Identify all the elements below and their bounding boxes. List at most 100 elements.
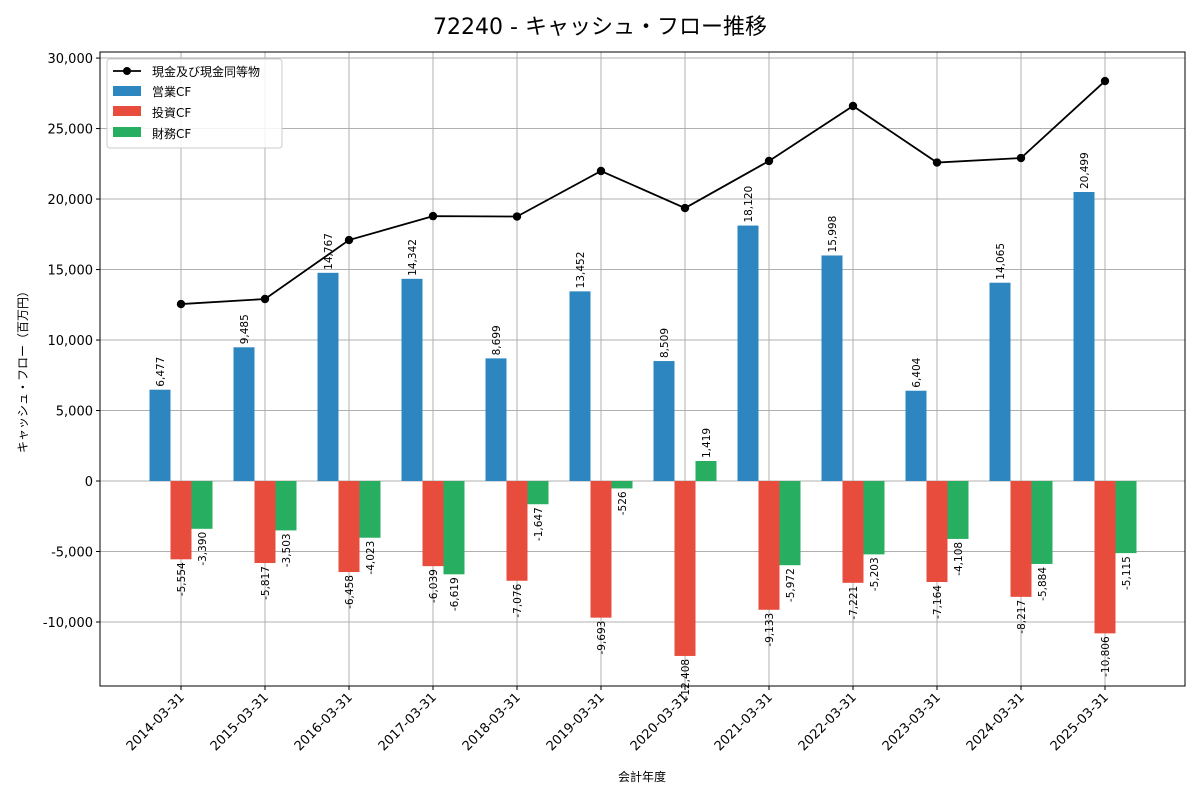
x-tick-label: 2021-03-31 [712, 690, 776, 754]
x-tick-label: 2025-03-31 [1048, 690, 1112, 754]
bar-value-label: 8,509 [659, 328, 671, 358]
operating-cf-bar [905, 390, 927, 482]
bar-value-label: -8,217 [1016, 600, 1028, 634]
x-tick-label: 2023-03-31 [880, 690, 944, 754]
operating-cf-bar [653, 361, 675, 482]
bar-value-label: -6,039 [428, 569, 440, 603]
legend-line-marker [123, 67, 131, 75]
cash-line [176, 76, 1110, 309]
bar-value-label: 14,065 [995, 243, 1007, 280]
cash-equivalents-point [176, 299, 186, 309]
legend-label-operating: 営業CF [152, 85, 191, 99]
investing-cf-bar [338, 481, 360, 573]
bar-value-label: 14,767 [323, 233, 335, 270]
cash-equivalents-point [848, 101, 858, 111]
x-tick-label: 2019-03-31 [544, 690, 608, 754]
bar-value-label: -10,806 [1100, 636, 1112, 677]
investing-cf-bar [842, 481, 864, 583]
cash-equivalents-point [932, 158, 942, 167]
y-tick-label: 5,000 [56, 405, 93, 420]
financing-cf-bar [359, 481, 381, 538]
bar-value-label: 8,699 [491, 325, 503, 355]
bar-value-label: 6,404 [911, 357, 923, 387]
bar-value-label: -12,408 [680, 659, 692, 700]
x-tick-label: 2018-03-31 [460, 690, 524, 754]
operating-cf-bar [317, 272, 339, 482]
operating-cf-bar [569, 291, 591, 482]
financing-cf-bar [779, 481, 801, 566]
cash-equivalents-point [1100, 76, 1110, 86]
bar-value-label: -6,619 [449, 577, 461, 611]
investing-cf-bar [926, 481, 948, 583]
bar-value-label: -5,884 [1037, 567, 1049, 601]
bar-value-label: -5,972 [785, 568, 797, 602]
bar-value-label: -5,203 [869, 557, 881, 591]
cash-equivalents-point [596, 166, 606, 176]
bar-value-label: -526 [617, 491, 629, 515]
bar-value-label: 13,452 [575, 252, 587, 289]
y-tick-label: 15,000 [48, 264, 94, 279]
bar-value-label: 9,485 [239, 314, 251, 344]
investing-cf-bar [758, 481, 780, 610]
cash-equivalents-line [180, 80, 1106, 305]
financing-cf-bar [191, 481, 213, 529]
y-tick-label: 20,000 [48, 193, 94, 208]
cash-equivalents-point [680, 203, 690, 213]
bar-value-label: 18,120 [743, 186, 755, 223]
bar-value-label: 14,342 [407, 239, 419, 276]
bar-value-label: -7,221 [848, 586, 860, 620]
cash-equivalents-point [428, 211, 438, 221]
bar-value-label: -9,693 [596, 621, 608, 655]
cash-equivalents-point [1016, 153, 1026, 163]
operating-cf-bar [989, 282, 1011, 482]
bar-value-label: 20,499 [1079, 152, 1091, 189]
financing-cf-bar [695, 461, 717, 482]
bar-value-label: -7,076 [512, 583, 524, 617]
investing-cf-bar [254, 481, 276, 564]
y-axis-label: キャッシュ・フロー（百万円） [16, 285, 30, 453]
investing-cf-bar [170, 481, 192, 560]
financing-cf-bar [947, 481, 969, 539]
x-tick-label: 2015-03-31 [208, 690, 272, 754]
investing-cf-bar [422, 481, 444, 567]
y-tick-label: 10,000 [48, 334, 94, 349]
legend-swatch-financing [113, 127, 141, 137]
bar-value-label: -5,115 [1121, 556, 1133, 590]
investing-cf-bar [1010, 481, 1032, 597]
data-labels: 6,477 9,485 14,767 14,342 8,699 13,452 8,509 18… [155, 152, 1133, 699]
bar-value-label: 15,998 [827, 216, 839, 253]
operating-cf-bar [485, 358, 507, 482]
cash-equivalents-point [344, 235, 354, 245]
legend-label-cash: 現金及び現金同等物 [152, 64, 260, 79]
operating-cf-bar [401, 278, 423, 482]
legend: 現金及び現金同等物 営業CF 投資CF 財務CF [106, 58, 283, 149]
operating-cf-bar [233, 347, 255, 482]
financing-cf-bar [863, 481, 885, 555]
bar-value-label: -3,503 [281, 533, 293, 567]
operating-cf-bar [149, 389, 171, 482]
bar-value-label: -1,647 [533, 507, 545, 541]
operating-cf-bar [1073, 192, 1095, 482]
financing-cf-bar [1115, 481, 1137, 554]
financing-cf-bar [443, 481, 465, 575]
cash-equivalents-point [260, 294, 270, 304]
x-tick-label: 2024-03-31 [964, 690, 1028, 754]
bar-value-label: -6,458 [344, 575, 356, 609]
bar-value-label: 1,419 [701, 428, 713, 458]
legend-label-investing: 投資CF [152, 105, 191, 120]
financing-cf-bar [527, 481, 549, 505]
plot-frame [99, 51, 1186, 687]
y-tick-label: 30,000 [48, 52, 94, 67]
x-tick-label: 2016-03-31 [292, 690, 356, 754]
bar-value-label: -3,390 [197, 532, 209, 566]
y-tick-label: 25,000 [48, 123, 94, 138]
financing-cf-bar [611, 481, 633, 489]
chart-title: 72240 - キャッシュ・フロー推移 [433, 15, 767, 40]
cash-equivalents-point [764, 156, 774, 166]
bar-value-label: -9,133 [764, 613, 776, 647]
financing-cf-bar [1031, 481, 1053, 564]
bar-value-label: -4,023 [365, 541, 377, 575]
legend-frame [106, 58, 283, 149]
bars [149, 192, 1137, 656]
